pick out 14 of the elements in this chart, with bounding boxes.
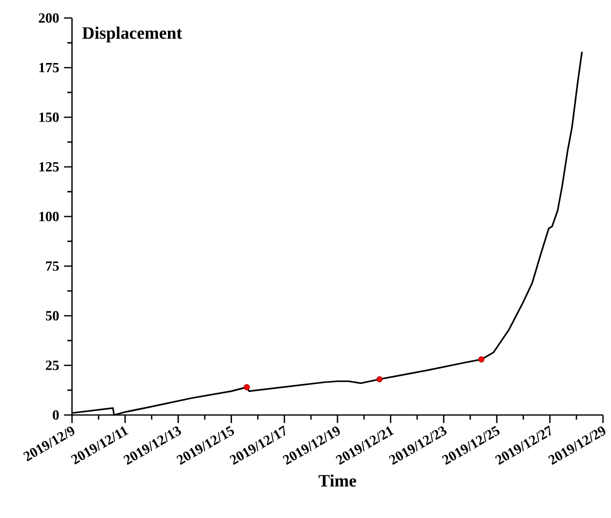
y-tick-label: 25 — [46, 360, 59, 370]
point — [376, 376, 383, 382]
y-tick-label: 200 — [38, 13, 59, 23]
y-tick-label: 175 — [39, 62, 59, 72]
y-tick-label: 50 — [46, 311, 59, 320]
y-tick-label: 125 — [39, 162, 59, 172]
y-axis-title: Displacement — [82, 26, 182, 42]
y-tick-label: 150 — [39, 112, 59, 122]
y-tick-label: 100 — [39, 212, 59, 222]
x-axis-title: Time — [318, 474, 356, 487]
point — [244, 384, 250, 390]
y-tick-label: 75 — [46, 261, 59, 271]
point — [478, 356, 484, 362]
y-tick-label: 0 — [52, 410, 59, 420]
